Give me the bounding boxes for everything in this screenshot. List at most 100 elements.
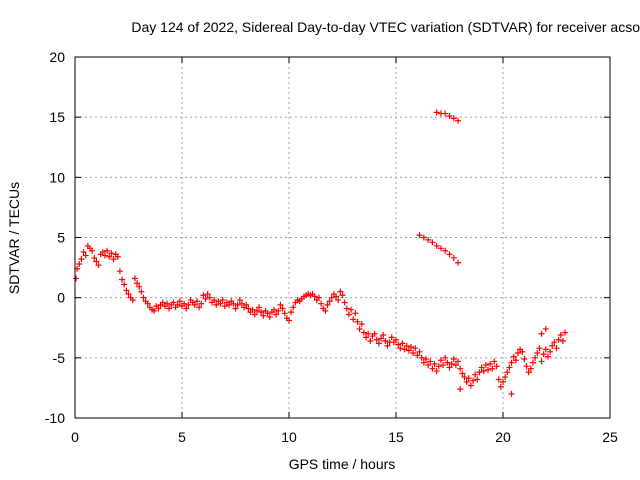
x-tick-label: 25 (602, 429, 618, 445)
data-point (181, 300, 188, 307)
data-point (514, 350, 521, 357)
data-point (399, 340, 406, 347)
data-point (452, 362, 459, 369)
data-point (326, 298, 333, 305)
y-tick-label: -10 (45, 410, 65, 426)
data-point (414, 352, 421, 359)
data-point (245, 305, 252, 312)
data-point (422, 356, 429, 363)
data-point (461, 374, 468, 381)
data-point (455, 117, 462, 124)
data-point (253, 307, 260, 314)
data-point (442, 110, 449, 117)
data-point (367, 337, 374, 344)
data-point (425, 362, 432, 369)
data-point (354, 318, 361, 325)
data-point (260, 312, 267, 319)
data-point (136, 283, 143, 290)
data-point (191, 301, 198, 308)
data-point (418, 354, 425, 361)
data-point (521, 356, 528, 363)
data-point (412, 345, 419, 352)
data-point (230, 300, 237, 307)
data-point (193, 298, 200, 305)
data-point (341, 299, 348, 306)
data-point (375, 340, 382, 347)
data-point (540, 351, 547, 358)
data-point (93, 258, 100, 265)
data-point (211, 297, 218, 304)
data-point (538, 330, 545, 337)
data-point (78, 256, 85, 263)
data-point (467, 382, 474, 389)
data-point (450, 254, 457, 261)
data-point (358, 321, 365, 328)
data-point (337, 288, 344, 295)
x-tick-label: 0 (71, 429, 79, 445)
data-point (258, 309, 265, 316)
data-point (433, 109, 440, 116)
data-point (527, 365, 534, 372)
data-point (416, 348, 423, 355)
data-point (170, 299, 177, 306)
data-point (416, 232, 423, 239)
data-point (151, 307, 158, 314)
data-point (502, 374, 509, 381)
data-point (534, 350, 541, 357)
data-point (525, 369, 532, 376)
data-point (99, 248, 106, 255)
data-point (202, 295, 209, 302)
data-point (510, 353, 517, 360)
data-point (388, 334, 395, 341)
data-point (420, 359, 427, 366)
data-point (485, 366, 492, 373)
data-point (373, 336, 380, 343)
data-point (407, 344, 414, 351)
data-point (273, 311, 280, 318)
x-tick-label: 10 (281, 429, 297, 445)
y-tick-label: 10 (49, 169, 65, 185)
data-point (164, 300, 171, 307)
data-point (455, 259, 462, 266)
data-point (213, 301, 220, 308)
data-point (446, 364, 453, 371)
data-point (465, 375, 472, 382)
data-point (333, 293, 340, 300)
data-point (495, 376, 502, 383)
data-point (324, 301, 331, 308)
data-point (271, 306, 278, 313)
data-point (529, 359, 536, 366)
data-point (101, 252, 108, 259)
data-point (206, 294, 213, 301)
data-point (508, 359, 515, 366)
data-point (144, 300, 151, 307)
data-point (95, 262, 102, 269)
data-point (431, 360, 438, 367)
data-point (80, 248, 87, 255)
data-point (140, 294, 147, 301)
data-point (104, 247, 111, 254)
data-point (134, 280, 141, 287)
x-tick-label: 20 (495, 429, 511, 445)
data-point (339, 292, 346, 299)
data-point (440, 362, 447, 369)
data-point (125, 291, 132, 298)
data-point (384, 342, 391, 349)
data-point (123, 287, 130, 294)
y-tick-labels: -10 -5 0 5 10 15 20 (45, 49, 65, 426)
data-point (536, 345, 543, 352)
grid (75, 57, 610, 418)
data-point (200, 292, 207, 299)
data-point (73, 275, 80, 282)
data-point (219, 297, 226, 304)
chart-title: Day 124 of 2022, Sidereal Day-to-day VTE… (131, 19, 640, 35)
data-point (433, 242, 440, 249)
data-point (356, 325, 363, 332)
x-tick-label: 5 (178, 429, 186, 445)
data-point (256, 304, 263, 311)
data-point (371, 330, 378, 337)
data-point (89, 247, 96, 254)
data-point (446, 251, 453, 258)
data-point (266, 313, 273, 320)
